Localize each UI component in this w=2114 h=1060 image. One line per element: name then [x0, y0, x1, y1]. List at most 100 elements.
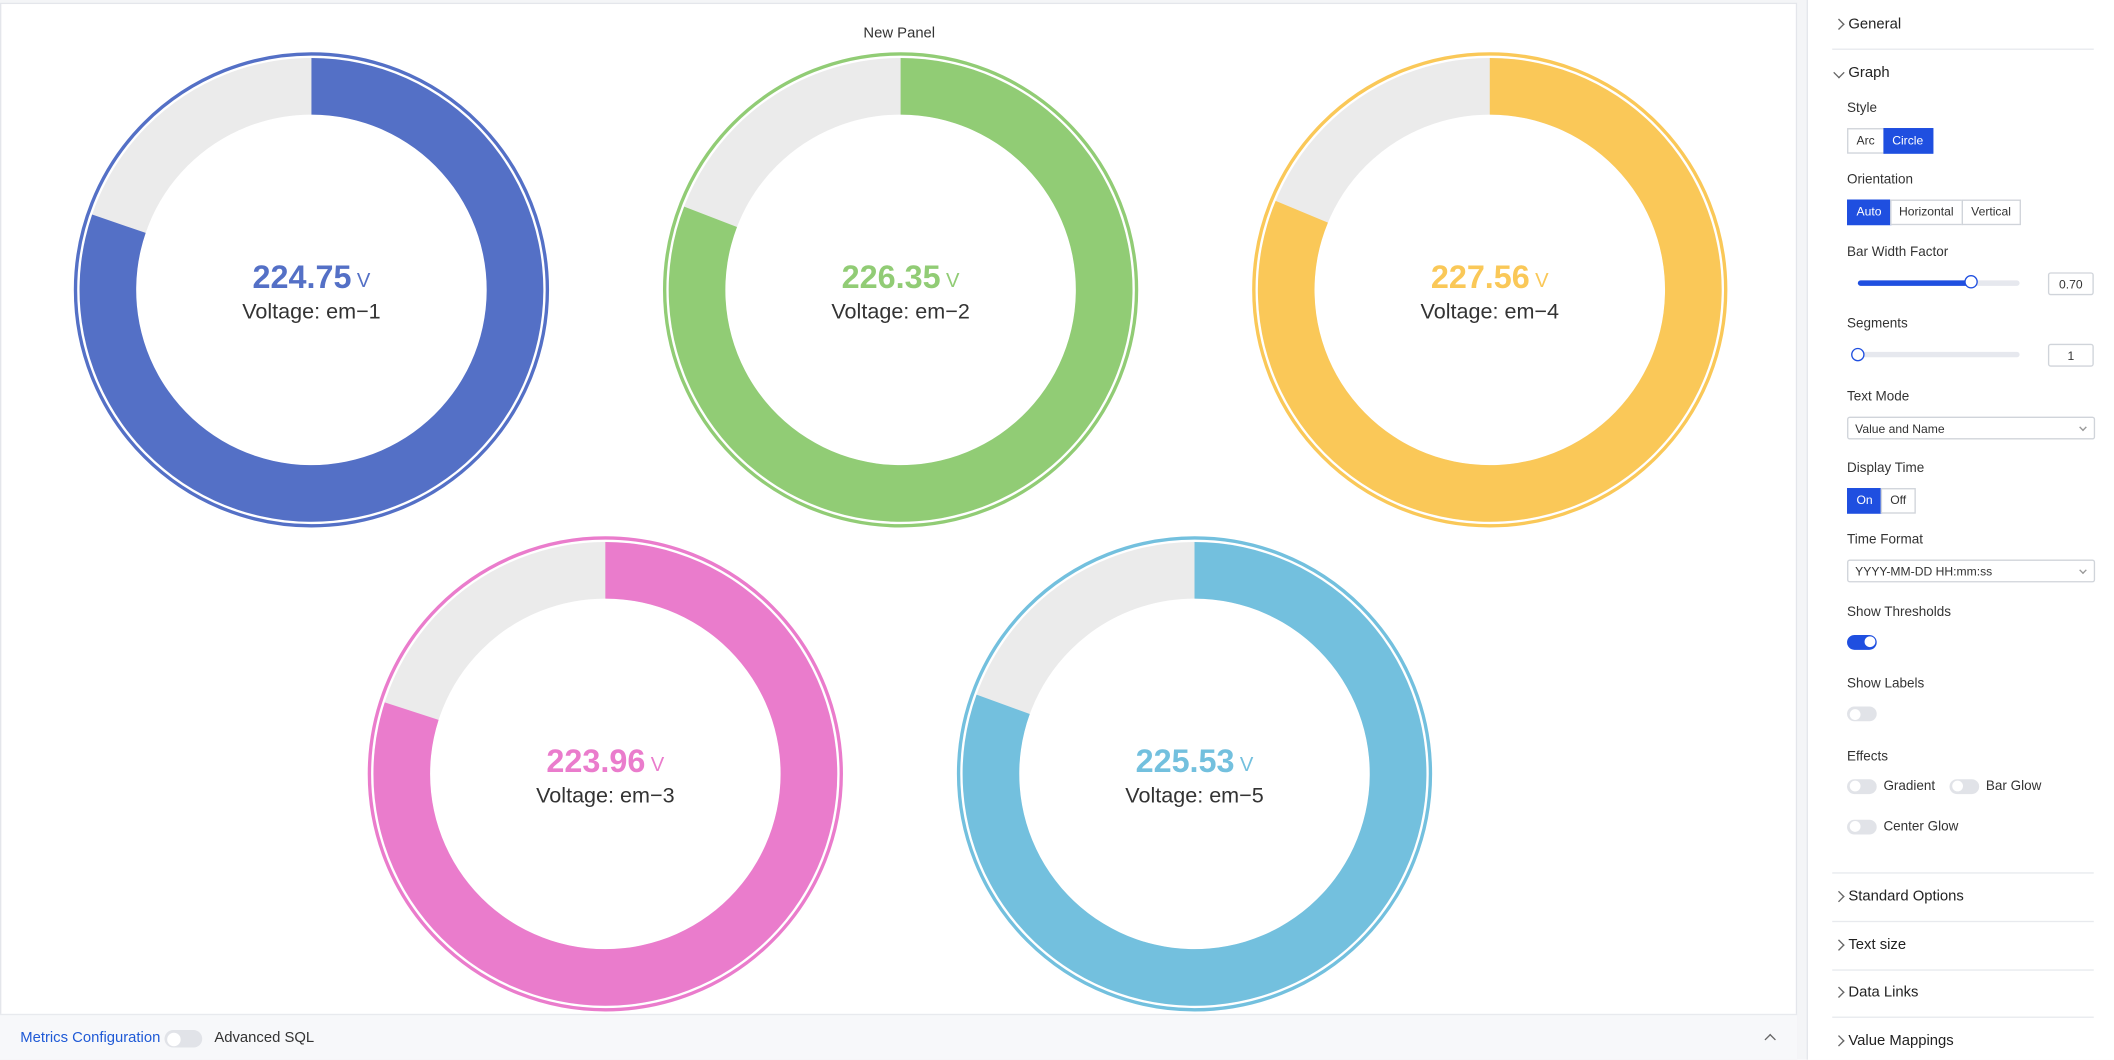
slider-fill: [1857, 280, 1972, 286]
gauge: 227.56 V Voltage: em−4: [1252, 52, 1728, 528]
threshold-ring: [662, 52, 1139, 528]
toggle[interactable]: [1847, 819, 1877, 834]
divider: [1832, 872, 2094, 874]
value-number: 227.56: [1431, 259, 1530, 295]
toggle[interactable]: [1847, 706, 1877, 722]
toggle-label: Bar Glow: [1985, 778, 2042, 794]
section-chevron[interactable]: [1833, 890, 1845, 903]
field-label: Display Time: [1847, 461, 1925, 476]
option-button[interactable]: On: [1847, 488, 1883, 514]
section-title[interactable]: Text size: [1848, 936, 1907, 953]
panel-title: New Panel: [863, 26, 935, 42]
toggle-knob: [1849, 708, 1860, 720]
toggle-knob: [166, 1032, 180, 1046]
field-label: Effects: [1847, 749, 1889, 764]
button-group: On Off: [1847, 488, 1916, 514]
field-label: Bar Width Factor: [1847, 245, 1949, 260]
gauge: 224.75 V Voltage: em−1: [73, 52, 550, 528]
option-button[interactable]: Auto: [1847, 200, 1891, 226]
value-unit: V: [1240, 754, 1254, 776]
section-chevron[interactable]: [1833, 67, 1845, 79]
toggle-knob: [1849, 821, 1860, 832]
toggle-label: Center Glow: [1883, 819, 1959, 834]
section-chevron[interactable]: [1833, 18, 1845, 30]
gauge-name: Voltage: em−1: [242, 298, 380, 323]
field-label: Style: [1847, 101, 1878, 116]
value-number: 224.75: [253, 259, 352, 295]
divider: [1832, 48, 2094, 50]
value-number: 223.96: [546, 743, 645, 779]
section-title[interactable]: General: [1848, 16, 1902, 33]
section-chevron[interactable]: [1833, 987, 1845, 999]
field-label: Segments: [1847, 317, 1908, 332]
button-group: Auto Horizontal Vertical: [1847, 200, 2021, 226]
divider: [1832, 968, 2094, 971]
gauge: 226.35 V Voltage: em−2: [662, 52, 1139, 528]
toggle-knob: [1863, 636, 1875, 648]
slider-track: [1857, 352, 2020, 358]
value-unit: V: [357, 270, 371, 292]
toggle[interactable]: [1847, 778, 1877, 794]
value-unit: V: [1535, 270, 1549, 292]
advanced-sql-label: Advanced SQL: [214, 1030, 315, 1047]
select-input[interactable]: YYYY-MM-DD HH:mm:ss: [1847, 560, 2096, 583]
number-input[interactable]: 0.70: [2047, 272, 2094, 295]
panel: New Panel 224.75 V Voltage: em−1 226.35 V Vol…: [0, 2, 1798, 1060]
section-chevron[interactable]: [1833, 938, 1845, 951]
gauge-value: 224.75 V: [253, 259, 371, 295]
threshold-ring: [1252, 52, 1728, 528]
gauge: 225.53 V Voltage: em−5: [956, 536, 1433, 1012]
slider-thumb[interactable]: [1964, 275, 1978, 289]
field-label: Text Mode: [1847, 389, 1910, 404]
toggle[interactable]: [1949, 778, 1980, 794]
option-button[interactable]: Arc: [1847, 128, 1885, 154]
slider-thumb[interactable]: [1851, 347, 1865, 361]
section-title[interactable]: Value Mappings: [1848, 1032, 1954, 1050]
field-label: Show Thresholds: [1847, 605, 1951, 620]
gauge-name: Voltage: em−5: [1125, 782, 1263, 807]
section-title[interactable]: Graph: [1848, 64, 1890, 81]
toggle[interactable]: [1847, 634, 1877, 650]
gauge: 223.96 V Voltage: em−3: [367, 536, 843, 1012]
gauge-value: 223.96 V: [546, 743, 664, 779]
value-unit: V: [651, 754, 665, 776]
footer: Metrics Configuration Advanced SQL: [0, 1013, 1798, 1060]
select-input[interactable]: Value and Name: [1847, 416, 2096, 439]
gauge-name: Voltage: em−2: [831, 298, 969, 323]
value-unit: V: [946, 270, 960, 292]
section-title[interactable]: Data Links: [1848, 984, 1919, 1001]
select-value: Value and Name: [1855, 421, 1945, 435]
field-label: Orientation: [1847, 173, 1914, 188]
threshold-ring: [367, 536, 843, 1012]
section-title[interactable]: Standard Options: [1848, 888, 1964, 905]
value-number: 225.53: [1136, 743, 1235, 779]
gauge-value: 225.53 V: [1136, 743, 1254, 779]
section-chevron[interactable]: [1833, 1035, 1845, 1047]
toggle-knob: [1951, 780, 1963, 792]
toggle-knob: [1849, 780, 1860, 792]
select-value: YYYY-MM-DD HH:mm:ss: [1855, 565, 1993, 579]
option-button[interactable]: Circle: [1882, 128, 1933, 154]
gauge-name: Voltage: em−4: [1421, 298, 1559, 323]
collapse-icon[interactable]: [1764, 1033, 1776, 1046]
divider: [1832, 1017, 2094, 1019]
option-button[interactable]: Vertical: [1961, 200, 2021, 226]
option-button[interactable]: Horizontal: [1889, 200, 1964, 226]
threshold-ring: [956, 536, 1433, 1012]
value-number: 226.35: [842, 259, 941, 295]
divider: [1832, 920, 2094, 923]
number-input[interactable]: 1: [2047, 344, 2094, 367]
advanced-sql-toggle[interactable]: [164, 1030, 203, 1048]
metrics-tab[interactable]: Metrics Configuration: [20, 1030, 161, 1047]
gauge-name: Voltage: em−3: [536, 782, 674, 807]
field-label: Time Format: [1847, 533, 1923, 548]
threshold-ring: [73, 52, 550, 528]
toggle-label: Gradient: [1883, 778, 1936, 794]
gauge-value: 227.56 V: [1431, 259, 1549, 295]
option-button[interactable]: Off: [1880, 488, 1916, 514]
settings-panel: General Graph Style Arc Circle Orientation Aut…: [1806, 0, 2114, 1060]
button-group: Arc Circle: [1847, 128, 1933, 154]
